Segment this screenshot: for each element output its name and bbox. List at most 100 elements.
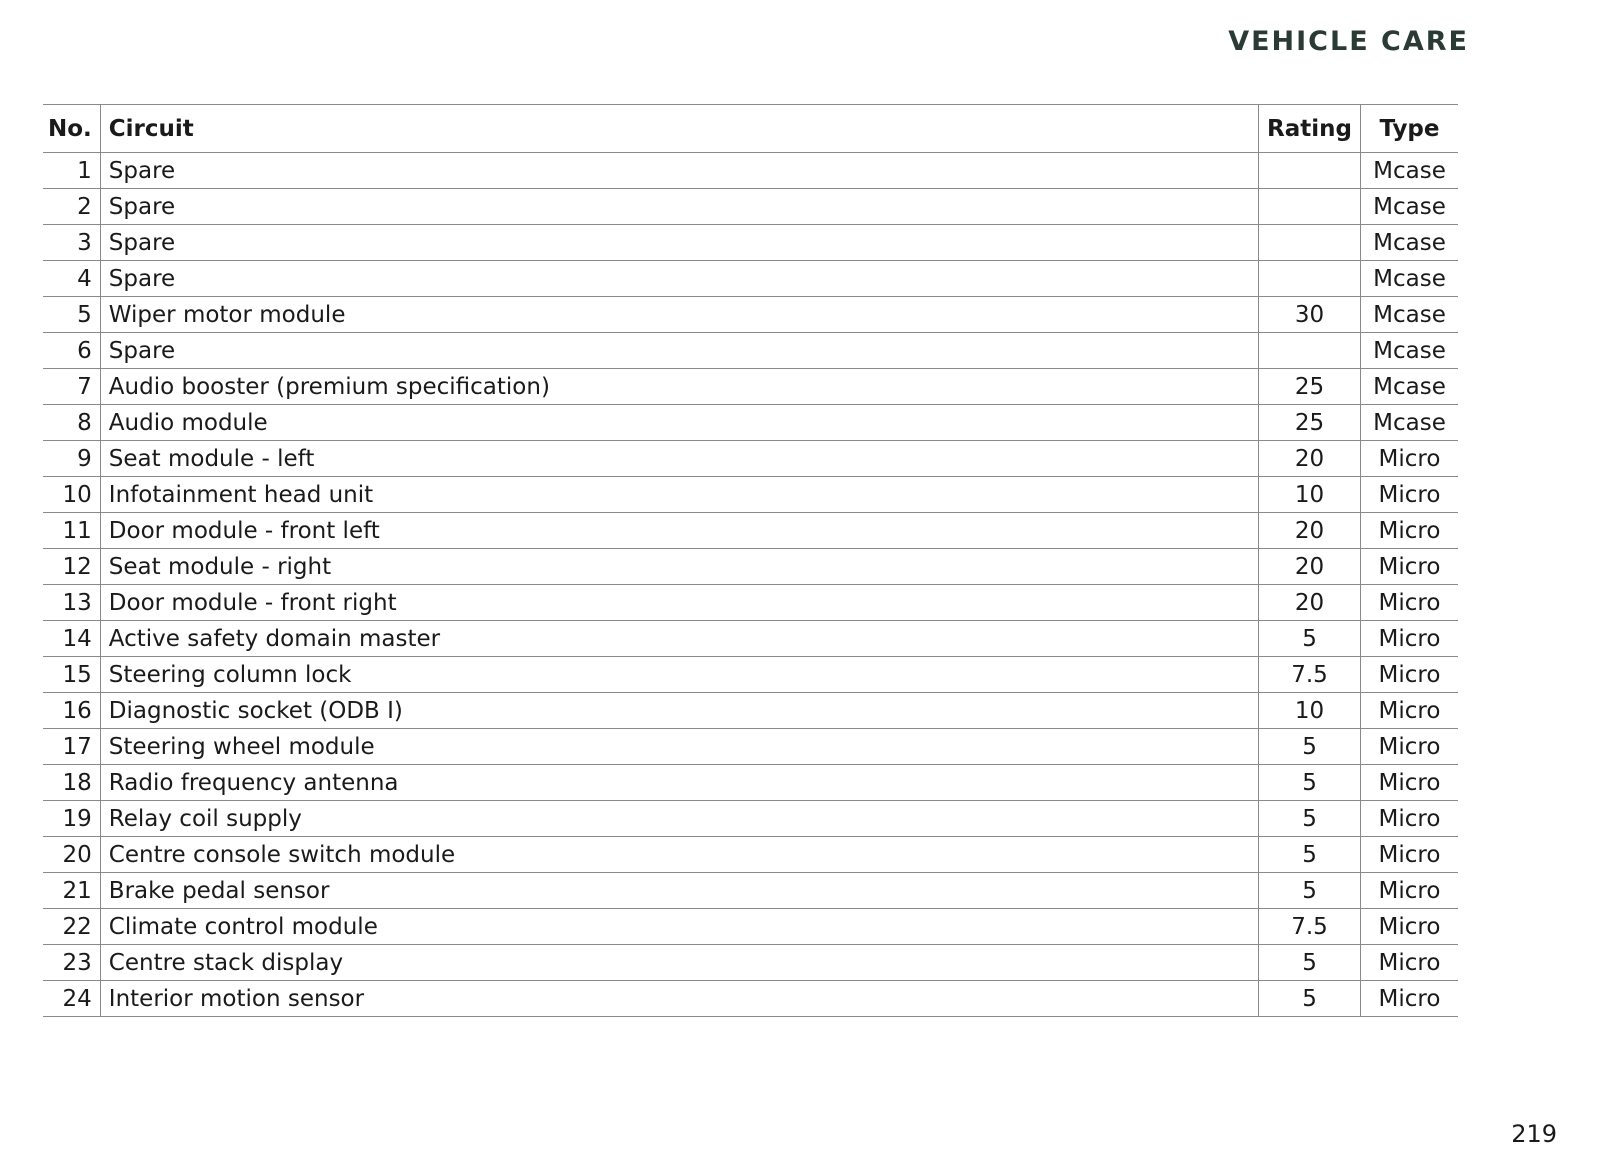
table-row: 11 Door module - front left 20 Micro bbox=[43, 512, 1458, 549]
cell-rating: 20 bbox=[1258, 548, 1361, 585]
table-row: 13 Door module - front right 20 Micro bbox=[43, 584, 1458, 621]
cell-no: 17 bbox=[43, 728, 101, 765]
cell-rating: 7.5 bbox=[1258, 656, 1361, 693]
cell-type: Micro bbox=[1360, 728, 1458, 765]
cell-type: Micro bbox=[1360, 908, 1458, 945]
cell-type: Micro bbox=[1360, 476, 1458, 513]
cell-rating: 10 bbox=[1258, 476, 1361, 513]
cell-type: Mcase bbox=[1360, 332, 1458, 369]
table-row: 12 Seat module - right 20 Micro bbox=[43, 548, 1458, 585]
cell-type: Micro bbox=[1360, 692, 1458, 729]
cell-no: 4 bbox=[43, 260, 101, 297]
cell-no: 14 bbox=[43, 620, 101, 657]
cell-circuit: Spare bbox=[99, 152, 1259, 189]
cell-no: 6 bbox=[43, 332, 101, 369]
cell-circuit: Seat module - left bbox=[99, 440, 1259, 477]
cell-rating: 5 bbox=[1258, 620, 1361, 657]
cell-circuit: Door module - front right bbox=[99, 584, 1259, 621]
cell-no: 2 bbox=[43, 188, 101, 225]
cell-type: Mcase bbox=[1360, 296, 1458, 333]
cell-no: 12 bbox=[43, 548, 101, 585]
cell-circuit: Spare bbox=[99, 224, 1259, 261]
cell-rating: 30 bbox=[1258, 296, 1361, 333]
cell-type: Mcase bbox=[1360, 368, 1458, 405]
cell-circuit: Steering column lock bbox=[99, 656, 1259, 693]
section-title: VEHICLE CARE bbox=[1228, 26, 1469, 57]
cell-no: 18 bbox=[43, 764, 101, 801]
cell-circuit: Spare bbox=[99, 332, 1259, 369]
cell-circuit: Radio frequency antenna bbox=[99, 764, 1259, 801]
cell-type: Micro bbox=[1360, 620, 1458, 657]
cell-circuit: Spare bbox=[99, 260, 1259, 297]
cell-rating: 5 bbox=[1258, 836, 1361, 873]
table-row: 14 Active safety domain master 5 Micro bbox=[43, 620, 1458, 657]
cell-no: 1 bbox=[43, 152, 101, 189]
cell-type: Mcase bbox=[1360, 260, 1458, 297]
cell-type: Micro bbox=[1360, 440, 1458, 477]
cell-no: 22 bbox=[43, 908, 101, 945]
cell-circuit: Wiper motor module bbox=[99, 296, 1259, 333]
cell-no: 20 bbox=[43, 836, 101, 873]
cell-rating: 25 bbox=[1258, 404, 1361, 441]
table-row: 16 Diagnostic socket (ODB I) 10 Micro bbox=[43, 692, 1458, 729]
cell-no: 21 bbox=[43, 872, 101, 909]
cell-circuit: Centre stack display bbox=[99, 944, 1259, 981]
table-row: 7 Audio booster (premium specification) 25… bbox=[43, 368, 1458, 405]
cell-no: 24 bbox=[43, 980, 101, 1017]
cell-circuit: Relay coil supply bbox=[99, 800, 1259, 837]
cell-circuit: Door module - front left bbox=[99, 512, 1259, 549]
cell-no: 3 bbox=[43, 224, 101, 261]
cell-circuit: Diagnostic socket (ODB I) bbox=[99, 692, 1259, 729]
cell-rating: 5 bbox=[1258, 944, 1361, 981]
cell-rating: 5 bbox=[1258, 980, 1361, 1017]
table-row: 8 Audio module 25 Mcase bbox=[43, 404, 1458, 441]
cell-circuit: Centre console switch module bbox=[99, 836, 1259, 873]
cell-rating: 5 bbox=[1258, 764, 1361, 801]
cell-type: Micro bbox=[1360, 548, 1458, 585]
table-row: 1 Spare Mcase bbox=[43, 152, 1458, 189]
cell-no: 9 bbox=[43, 440, 101, 477]
table-row: 5 Wiper motor module 30 Mcase bbox=[43, 296, 1458, 333]
cell-type: Micro bbox=[1360, 980, 1458, 1017]
table-row: 17 Steering wheel module 5 Micro bbox=[43, 728, 1458, 765]
table-header-row: No. Circuit Rating Type bbox=[43, 104, 1458, 153]
table-row: 24 Interior motion sensor 5 Micro bbox=[43, 980, 1458, 1017]
cell-rating: 5 bbox=[1258, 800, 1361, 837]
cell-rating: 20 bbox=[1258, 512, 1361, 549]
cell-type: Mcase bbox=[1360, 404, 1458, 441]
cell-rating: 5 bbox=[1258, 872, 1361, 909]
page-number: 219 bbox=[1511, 1120, 1557, 1148]
cell-no: 16 bbox=[43, 692, 101, 729]
cell-no: 5 bbox=[43, 296, 101, 333]
column-header-circuit: Circuit bbox=[99, 104, 1259, 153]
cell-type: Micro bbox=[1360, 656, 1458, 693]
cell-rating: 5 bbox=[1258, 728, 1361, 765]
cell-circuit: Spare bbox=[99, 188, 1259, 225]
cell-rating: 10 bbox=[1258, 692, 1361, 729]
table-row: 21 Brake pedal sensor 5 Micro bbox=[43, 872, 1458, 909]
cell-rating bbox=[1258, 332, 1361, 369]
cell-rating bbox=[1258, 152, 1361, 189]
table-row: 20 Centre console switch module 5 Micro bbox=[43, 836, 1458, 873]
table-row: 18 Radio frequency antenna 5 Micro bbox=[43, 764, 1458, 801]
fuse-table: No. Circuit Rating Type 1 Spare Mcase 2 Spar… bbox=[43, 104, 1458, 1017]
cell-rating bbox=[1258, 260, 1361, 297]
cell-rating: 20 bbox=[1258, 584, 1361, 621]
table-row: 3 Spare Mcase bbox=[43, 224, 1458, 261]
cell-no: 15 bbox=[43, 656, 101, 693]
table-row: 22 Climate control module 7.5 Micro bbox=[43, 908, 1458, 945]
cell-circuit: Climate control module bbox=[99, 908, 1259, 945]
cell-circuit: Seat module - right bbox=[99, 548, 1259, 585]
table-row: 2 Spare Mcase bbox=[43, 188, 1458, 225]
column-header-type: Type bbox=[1360, 104, 1458, 153]
cell-type: Mcase bbox=[1360, 224, 1458, 261]
cell-no: 19 bbox=[43, 800, 101, 837]
cell-rating: 25 bbox=[1258, 368, 1361, 405]
cell-no: 10 bbox=[43, 476, 101, 513]
cell-no: 13 bbox=[43, 584, 101, 621]
cell-type: Micro bbox=[1360, 512, 1458, 549]
cell-circuit: Infotainment head unit bbox=[99, 476, 1259, 513]
column-header-rating: Rating bbox=[1258, 104, 1361, 153]
cell-no: 23 bbox=[43, 944, 101, 981]
cell-circuit: Audio booster (premium specification) bbox=[99, 368, 1259, 405]
